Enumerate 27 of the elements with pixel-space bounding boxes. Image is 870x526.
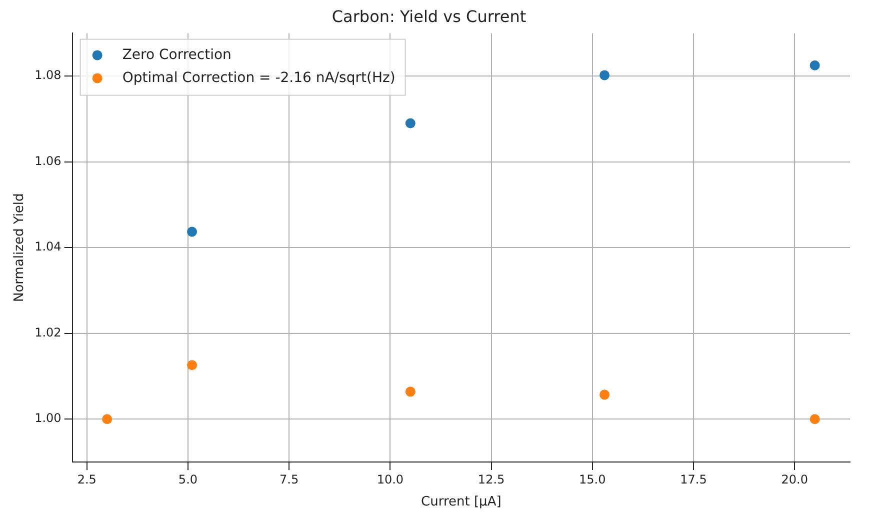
point [600,390,610,400]
x-tick-label: 10.0 [376,472,404,486]
point [405,118,416,128]
legend-label: Optimal Correction = -2.16 nA/sqrt(Hz) [122,70,396,86]
x-tick-label: 12.5 [478,472,505,486]
point [187,226,198,237]
point [600,70,610,80]
x-tick-label: 20.0 [781,472,808,486]
point [187,360,198,370]
y-axis-title: Normalized Yield [12,193,28,302]
y-tick-label: 1.08 [34,68,62,82]
y-tick-label: 1.06 [34,154,62,168]
point [102,414,112,424]
x-tick-label: 5.0 [178,472,198,486]
x-tick-label: 7.5 [280,472,299,486]
x-axis-title: Current [μA] [421,494,502,510]
chart-title: Carbon: Yield vs Current [332,6,526,26]
y-tick-label: 1.00 [34,411,62,426]
y-tick-label: 1.02 [34,325,62,340]
y-tick-label: 1.04 [34,240,62,254]
point [405,386,416,397]
x-tick-label: 2.5 [77,472,96,486]
legend-label: Zero Correction [122,46,232,63]
x-tick-label: 15.0 [579,472,606,486]
point [810,60,820,70]
x-tick-label: 17.5 [680,472,707,486]
point [810,414,820,424]
